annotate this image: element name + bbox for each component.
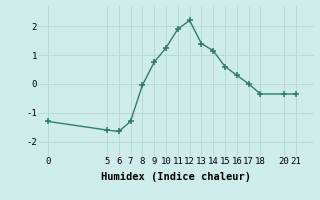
X-axis label: Humidex (Indice chaleur): Humidex (Indice chaleur) — [101, 172, 251, 182]
